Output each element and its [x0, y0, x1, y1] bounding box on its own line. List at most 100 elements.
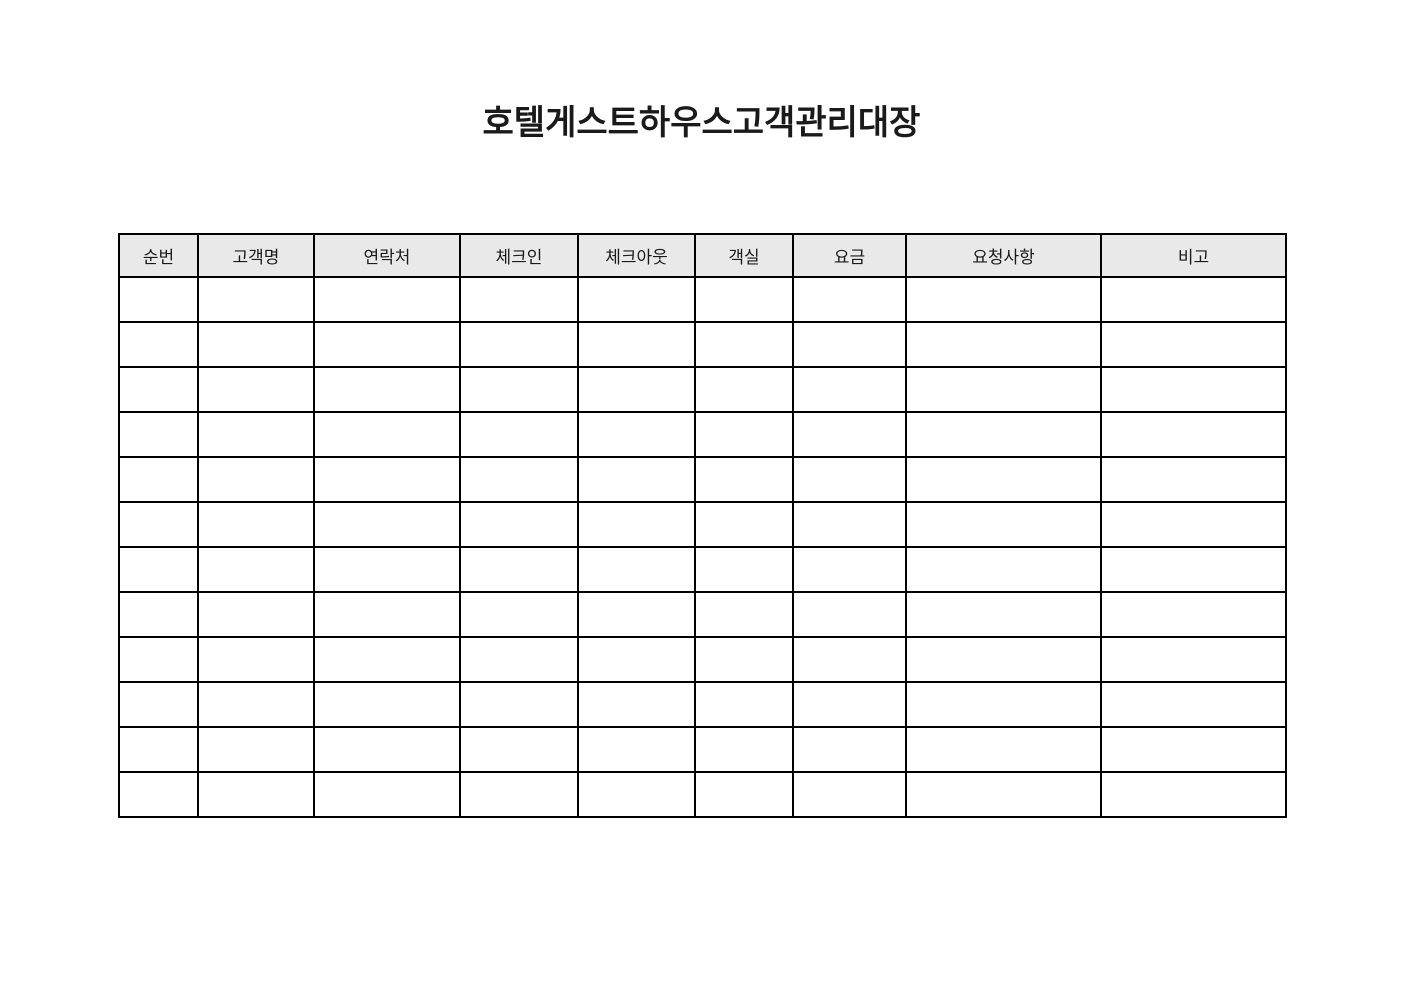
- empty-cell: [118, 366, 199, 413]
- empty-cell: [905, 546, 1102, 593]
- empty-cell: [313, 276, 461, 323]
- empty-cell: [313, 726, 461, 773]
- table-row: [118, 771, 1287, 818]
- empty-cell: [577, 726, 696, 773]
- empty-cell: [1100, 366, 1287, 413]
- empty-cell: [577, 276, 696, 323]
- empty-cell: [694, 411, 794, 458]
- empty-cell: [1100, 591, 1287, 638]
- empty-cell: [694, 276, 794, 323]
- empty-cell: [459, 726, 579, 773]
- empty-cell: [792, 411, 907, 458]
- empty-cell: [118, 636, 199, 683]
- empty-cell: [792, 546, 907, 593]
- empty-cell: [118, 591, 199, 638]
- empty-cell: [118, 501, 199, 548]
- empty-cell: [792, 591, 907, 638]
- empty-cell: [577, 501, 696, 548]
- empty-cell: [197, 276, 315, 323]
- empty-cell: [577, 771, 696, 818]
- empty-cell: [459, 546, 579, 593]
- table-row: [118, 456, 1287, 503]
- page-title: 호텔게스트하우스고객관리대장: [482, 104, 921, 142]
- empty-cell: [694, 591, 794, 638]
- empty-cell: [459, 366, 579, 413]
- table-body: [118, 276, 1287, 818]
- empty-cell: [313, 636, 461, 683]
- empty-cell: [197, 591, 315, 638]
- empty-cell: [1100, 636, 1287, 683]
- empty-cell: [577, 681, 696, 728]
- empty-cell: [118, 546, 199, 593]
- empty-cell: [313, 411, 461, 458]
- table-row: [118, 591, 1287, 638]
- empty-cell: [905, 276, 1102, 323]
- empty-cell: [313, 681, 461, 728]
- empty-cell: [118, 771, 199, 818]
- empty-cell: [1100, 321, 1287, 368]
- empty-cell: [792, 681, 907, 728]
- col-header-fee: 요금: [792, 233, 907, 278]
- table-row: [118, 546, 1287, 593]
- empty-cell: [694, 321, 794, 368]
- empty-cell: [792, 726, 907, 773]
- empty-cell: [905, 321, 1102, 368]
- col-header-contact: 연락처: [313, 233, 461, 278]
- col-header-check-in: 체크인: [459, 233, 579, 278]
- empty-cell: [313, 321, 461, 368]
- empty-cell: [905, 681, 1102, 728]
- empty-cell: [118, 411, 199, 458]
- empty-cell: [197, 771, 315, 818]
- empty-cell: [313, 366, 461, 413]
- empty-cell: [313, 546, 461, 593]
- empty-cell: [792, 366, 907, 413]
- empty-cell: [905, 591, 1102, 638]
- empty-cell: [577, 591, 696, 638]
- empty-cell: [905, 501, 1102, 548]
- empty-cell: [197, 411, 315, 458]
- empty-cell: [1100, 681, 1287, 728]
- table-header-row: 순번 고객명 연락처 체크인 체크아웃 객실 요금 요청사항 비고: [118, 233, 1287, 278]
- table-row: [118, 681, 1287, 728]
- empty-cell: [694, 771, 794, 818]
- empty-cell: [118, 276, 199, 323]
- empty-cell: [905, 411, 1102, 458]
- empty-cell: [1100, 456, 1287, 503]
- empty-cell: [459, 591, 579, 638]
- empty-cell: [459, 321, 579, 368]
- empty-cell: [313, 501, 461, 548]
- table-row: [118, 411, 1287, 458]
- empty-cell: [1100, 726, 1287, 773]
- empty-cell: [459, 501, 579, 548]
- empty-cell: [197, 546, 315, 593]
- empty-cell: [905, 456, 1102, 503]
- empty-cell: [197, 636, 315, 683]
- empty-cell: [577, 636, 696, 683]
- table-row: [118, 366, 1287, 413]
- empty-cell: [577, 411, 696, 458]
- empty-cell: [905, 366, 1102, 413]
- empty-cell: [792, 636, 907, 683]
- empty-cell: [459, 276, 579, 323]
- empty-cell: [197, 681, 315, 728]
- empty-cell: [694, 546, 794, 593]
- empty-cell: [792, 456, 907, 503]
- empty-cell: [1100, 771, 1287, 818]
- empty-cell: [118, 321, 199, 368]
- empty-cell: [197, 321, 315, 368]
- col-header-check-out: 체크아웃: [577, 233, 696, 278]
- empty-cell: [905, 771, 1102, 818]
- empty-cell: [577, 321, 696, 368]
- empty-cell: [459, 636, 579, 683]
- empty-cell: [694, 681, 794, 728]
- table-row: [118, 726, 1287, 773]
- empty-cell: [577, 546, 696, 593]
- empty-cell: [197, 726, 315, 773]
- empty-cell: [313, 771, 461, 818]
- empty-cell: [118, 456, 199, 503]
- empty-cell: [313, 456, 461, 503]
- table-row: [118, 501, 1287, 548]
- empty-cell: [118, 726, 199, 773]
- col-header-no: 순번: [118, 233, 199, 278]
- empty-cell: [197, 366, 315, 413]
